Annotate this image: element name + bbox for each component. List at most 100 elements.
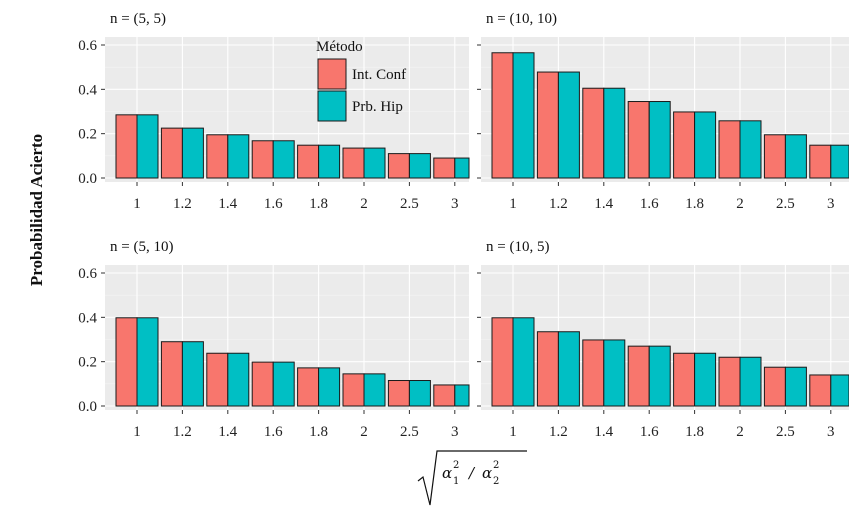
- x-tick-label: 3: [451, 196, 459, 212]
- bar-prb-hip-1.2: [557, 71, 580, 179]
- bar-prb-hip-2.5: [784, 366, 807, 407]
- bar-int-conf-2: [342, 147, 365, 179]
- legend-entries: Int. Conf Prb. Hip: [317, 58, 406, 122]
- legend-label-1: Int. Conf: [352, 67, 406, 83]
- bar-int-conf-1: [491, 317, 514, 407]
- bar-prb-hip-2.5: [408, 380, 431, 407]
- bar-prb-hip-1.8: [318, 144, 341, 179]
- x-tick-label: 2.5: [776, 424, 795, 440]
- y-tick-label: 0.2: [78, 127, 97, 143]
- bar-int-conf-3: [809, 374, 832, 407]
- panel-1: 0.0 0.2 0.4 0.6 1 1.2 1.4 1.6 1.8 2 2.5 3 n = (5, 5): [78, 11, 470, 212]
- legend-label-2: Prb. Hip: [352, 99, 403, 115]
- bar-int-conf-1: [491, 52, 514, 179]
- x-tick-label: 1.8: [685, 196, 704, 212]
- x-tick-label: 1: [133, 424, 141, 440]
- bar-prb-hip-1.4: [227, 352, 250, 407]
- bar-int-conf-1.2: [160, 341, 183, 407]
- bar-prb-hip-3: [454, 157, 470, 179]
- bar-prb-hip-1.4: [603, 339, 626, 407]
- bar-prb-hip-1.8: [694, 111, 717, 179]
- bar-int-conf-1.8: [673, 352, 696, 407]
- bar-prb-hip-1.2: [557, 331, 580, 407]
- bar-int-conf-1.6: [627, 101, 650, 179]
- panel-title: n = (10, 5): [486, 239, 549, 255]
- bar-prb-hip-1.6: [648, 345, 671, 407]
- x-tick-label: 1.2: [173, 196, 192, 212]
- x-tick-label: 1.2: [549, 424, 568, 440]
- x-tick-label: 2: [360, 196, 368, 212]
- x-label-sub-2: 2: [493, 476, 499, 487]
- x-label-sub-1: 1: [453, 476, 459, 487]
- x-tick-label: 1: [509, 196, 517, 212]
- y-tick-label: 0.2: [78, 355, 97, 371]
- x-tick-label: 1.6: [640, 196, 659, 212]
- y-tick-label: 0.6: [78, 266, 97, 282]
- bar-int-conf-1.2: [536, 331, 559, 407]
- x-tick-label: 1.4: [218, 196, 237, 212]
- x-tick-label: 3: [827, 196, 835, 212]
- x-tick-label: 1: [133, 196, 141, 212]
- bar-int-conf-1.6: [251, 361, 274, 407]
- bar-int-conf-1.8: [297, 144, 320, 179]
- bar-prb-hip-3: [454, 384, 470, 407]
- x-tick-label: 2.5: [400, 424, 419, 440]
- bar-int-conf-1.4: [206, 352, 229, 407]
- bar-prb-hip-1.6: [648, 101, 671, 179]
- bar-prb-hip-2: [363, 147, 386, 179]
- bar-prb-hip-1.8: [318, 367, 341, 407]
- bar-int-conf-1: [115, 317, 138, 407]
- panel-2: 1 1.2 1.4 1.6 1.8 2 2.5 3 n = (10, 10): [477, 11, 849, 212]
- bar-prb-hip-2.5: [408, 153, 431, 179]
- bar-int-conf-2.5: [763, 366, 786, 407]
- bar-int-conf-1.8: [673, 111, 696, 179]
- x-tick-label: 2.5: [776, 196, 795, 212]
- legend: Método Int. Conf Prb. Hip: [316, 39, 406, 122]
- x-tick-label: 1.2: [549, 196, 568, 212]
- bar-prb-hip-2: [739, 120, 762, 179]
- x-tick-label: 1.6: [640, 424, 659, 440]
- bar-prb-hip-1.6: [272, 361, 295, 407]
- x-tick-label: 2: [360, 424, 368, 440]
- radical-sign: [417, 450, 527, 506]
- x-tick-label: 1.4: [594, 196, 613, 212]
- y-tick-label: 0.4: [78, 310, 97, 326]
- y-axis-label: Probabilidad Acierto: [27, 134, 46, 286]
- legend-swatch-2: [317, 90, 347, 122]
- y-tick-label: 0.0: [78, 399, 97, 415]
- x-tick-label: 1.4: [594, 424, 613, 440]
- bar-prb-hip-2: [739, 356, 762, 407]
- bar-int-conf-1.6: [627, 345, 650, 407]
- bar-int-conf-1.4: [582, 339, 605, 407]
- y-tick-label: 0.0: [78, 171, 97, 187]
- x-label-sup-2: 2: [493, 460, 499, 471]
- bar-prb-hip-1: [136, 317, 159, 407]
- x-tick-label: 1.4: [218, 424, 237, 440]
- x-tick-label: 2.5: [400, 196, 419, 212]
- bar-int-conf-1.4: [582, 87, 605, 179]
- panel-3: 0.0 0.2 0.4 0.6 1 1.2 1.4 1.6 1.8 2 2.5 3 n = (5, 10…: [78, 239, 470, 440]
- x-label-sup-1: 2: [453, 460, 459, 471]
- panel-4: 1 1.2 1.4 1.6 1.8 2 2.5 3 n = (10, 5): [477, 239, 849, 440]
- bar-prb-hip-1: [136, 114, 159, 179]
- bar-prb-hip-1.8: [694, 352, 717, 407]
- bar-prb-hip-1.4: [227, 134, 250, 179]
- x-axis-label: α 2 1 / α 2 2: [417, 450, 527, 506]
- y-tick-label: 0.4: [78, 82, 97, 98]
- bar-int-conf-2: [718, 120, 741, 179]
- x-tick-label: 2: [736, 424, 744, 440]
- bar-prb-hip-2: [363, 373, 386, 407]
- bar-prb-hip-3: [830, 144, 849, 179]
- x-label-alpha-2: α: [482, 464, 492, 482]
- x-tick-label: 1.2: [173, 424, 192, 440]
- x-tick-label: 3: [451, 424, 459, 440]
- x-tick-label: 2: [736, 196, 744, 212]
- x-tick-label: 1: [509, 424, 517, 440]
- bar-int-conf-1: [115, 114, 138, 179]
- bar-int-conf-2: [342, 373, 365, 407]
- y-tick-label: 0.6: [78, 38, 97, 54]
- x-tick-label: 1.8: [685, 424, 704, 440]
- bar-prb-hip-1.4: [603, 87, 626, 179]
- bar-prb-hip-1.6: [272, 140, 295, 179]
